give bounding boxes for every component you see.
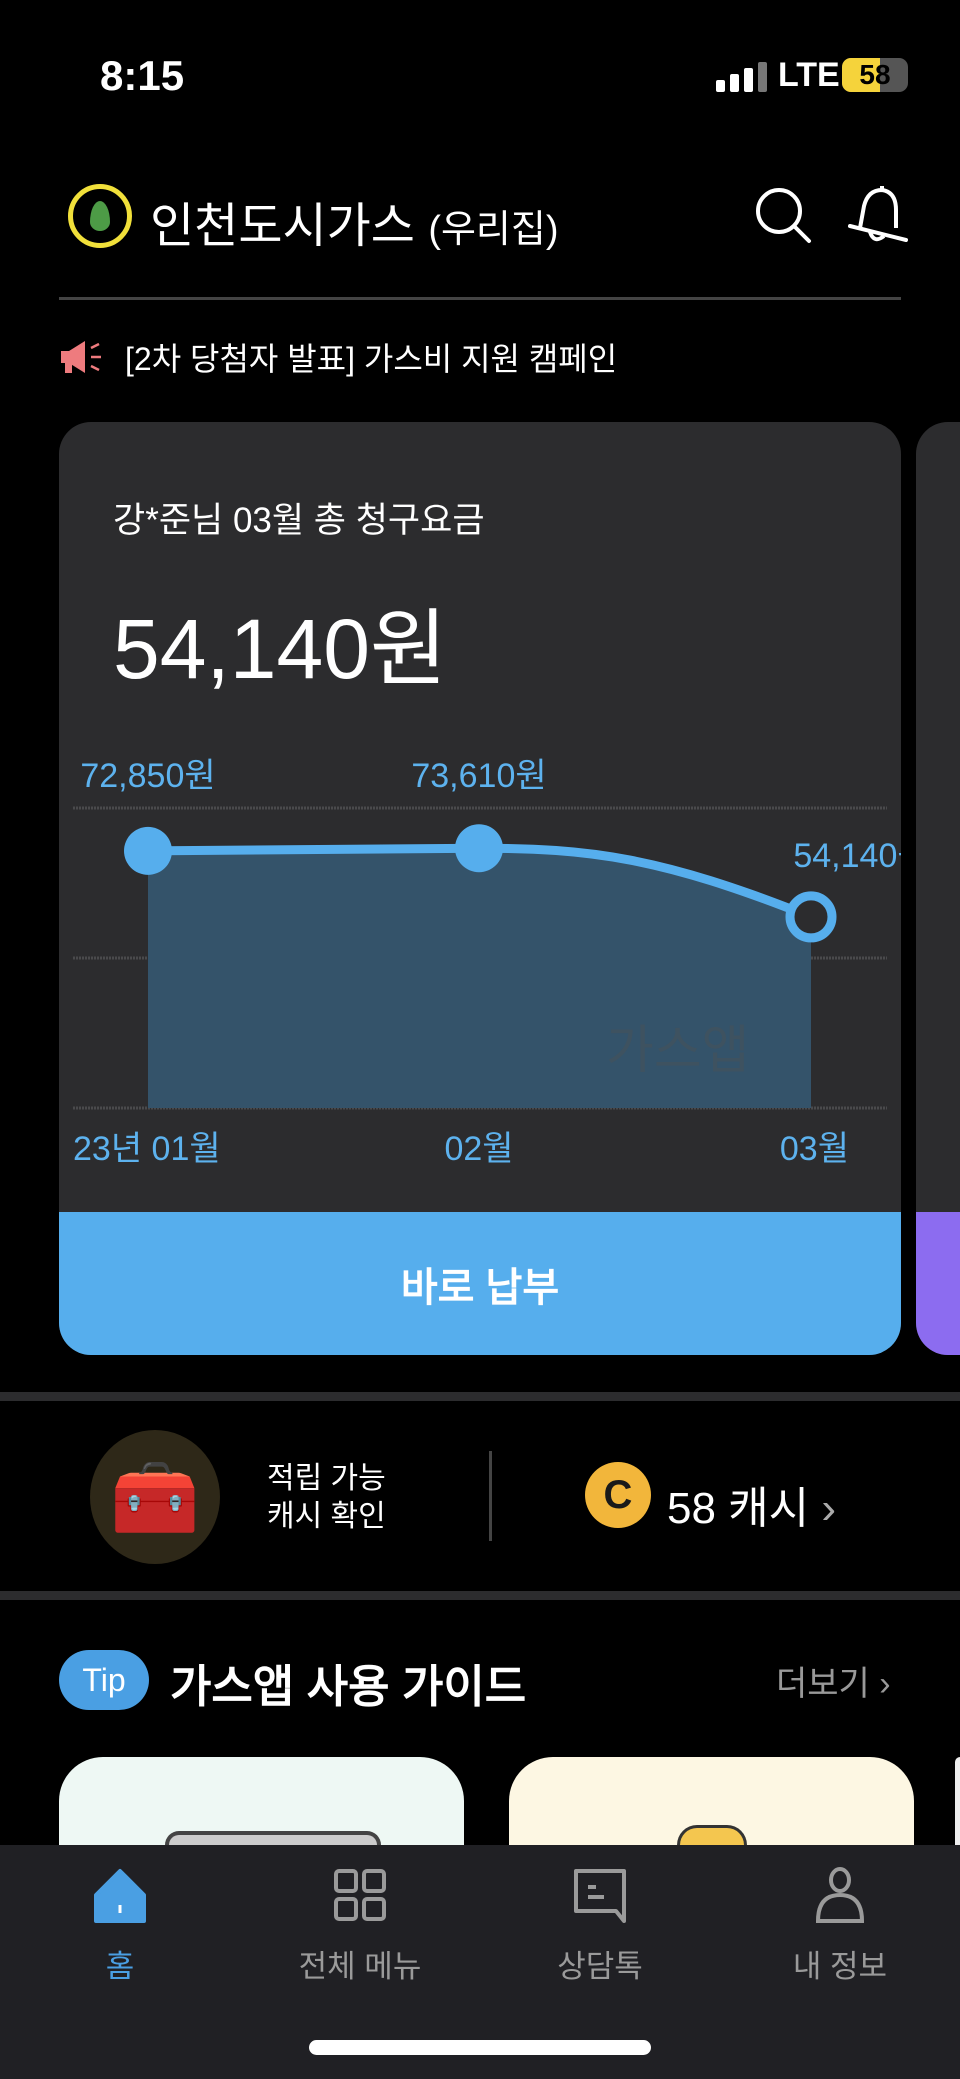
- tab-label: 홈: [105, 1949, 135, 1984]
- x-tick-label: 02월: [444, 1130, 513, 1168]
- data-label: 54,140원: [793, 837, 901, 875]
- tip-badge: Tip: [59, 1650, 149, 1710]
- home-label: (우리집): [428, 209, 559, 251]
- page-title[interactable]: 인천도시가스 (우리집): [150, 186, 559, 256]
- tab-chat[interactable]: 상담톡: [480, 1867, 720, 1986]
- gas-drop-logo: [68, 184, 132, 248]
- search-icon[interactable]: [752, 184, 814, 246]
- home-indicator: [309, 2040, 651, 2055]
- more-link[interactable]: 더보기 ›: [776, 1665, 891, 1703]
- battery-level: 58: [859, 59, 891, 90]
- home-icon: [94, 1869, 146, 1923]
- bill-title: 강*준님 03월 총 청구요금: [113, 501, 485, 540]
- tab-bar: 홈 전체 메뉴 상담톡 내 정보: [0, 1845, 960, 2079]
- x-tick-label: 03월: [780, 1130, 849, 1168]
- tab-all-menu[interactable]: 전체 메뉴: [240, 1867, 480, 1986]
- section-divider: [0, 1591, 960, 1600]
- tab-label: 전체 메뉴: [298, 1949, 422, 1984]
- data-point: [785, 891, 837, 943]
- bill-chart: 가스앱 72,850원 23년 01월 73,610원 02월 54,140원 03월: [73, 757, 901, 1168]
- megaphone-icon: [61, 341, 101, 373]
- network-type: LTE: [778, 56, 840, 94]
- bill-card[interactable]: 강*준님 03월 총 청구요금 54,140원 가스앱 72,850원 23년 0…: [59, 422, 901, 1355]
- treasure-chest-icon: 🧰: [90, 1430, 220, 1564]
- person-icon: [815, 1867, 865, 1923]
- company-name: 인천도시가스: [150, 200, 415, 253]
- guide-card[interactable]: [955, 1757, 960, 1845]
- data-point: [124, 826, 172, 875]
- next-card[interactable]: [916, 422, 960, 1355]
- bill-amount: 54,140원: [113, 602, 448, 696]
- guide-card[interactable]: [509, 1757, 914, 1845]
- section-divider: [0, 1392, 960, 1401]
- coin-icon: C: [585, 1462, 651, 1528]
- guide-title: 가스앱 사용 가이드: [170, 1661, 527, 1712]
- tab-home[interactable]: 홈: [0, 1867, 240, 1986]
- guide-illustration: [677, 1825, 747, 1845]
- grid-icon: [334, 1869, 386, 1921]
- guide-card[interactable]: [59, 1757, 464, 1845]
- battery-icon: 58: [842, 58, 908, 92]
- chevron-right-icon: ›: [821, 1484, 837, 1533]
- data-label: 72,850원: [80, 757, 215, 795]
- area-fill: [148, 848, 811, 1108]
- header-divider: [59, 297, 901, 300]
- data-label: 73,610원: [411, 757, 546, 795]
- tab-my-info[interactable]: 내 정보: [720, 1867, 960, 1986]
- pay-now-button[interactable]: 바로 납부: [59, 1212, 901, 1355]
- x-tick-label: 23년 01월: [73, 1130, 221, 1168]
- chat-icon: [574, 1869, 626, 1923]
- cash-amount-link[interactable]: 58 캐시 ›: [667, 1472, 836, 1536]
- cash-line2: 캐시 확인: [267, 1500, 386, 1533]
- watermark: 가스앱: [606, 1022, 750, 1080]
- series-line: [143, 843, 816, 922]
- cash-line1: 적립 가능: [267, 1462, 386, 1495]
- bell-icon[interactable]: [846, 182, 910, 246]
- tab-label: 내 정보: [792, 1949, 888, 1984]
- notice-banner[interactable]: [2차 당첨자 발표] 가스비 지원 캠페인: [59, 334, 617, 380]
- cash-amount: 58 캐시: [667, 1484, 810, 1533]
- status-time: 8:15: [100, 52, 185, 99]
- guide-illustration: [165, 1831, 381, 1845]
- signal-icon: [716, 60, 767, 92]
- notice-text: [2차 당첨자 발표] 가스비 지원 캠페인: [125, 341, 618, 377]
- tab-label: 상담톡: [557, 1949, 643, 1984]
- cash-divider: [489, 1451, 492, 1541]
- data-point: [455, 824, 503, 873]
